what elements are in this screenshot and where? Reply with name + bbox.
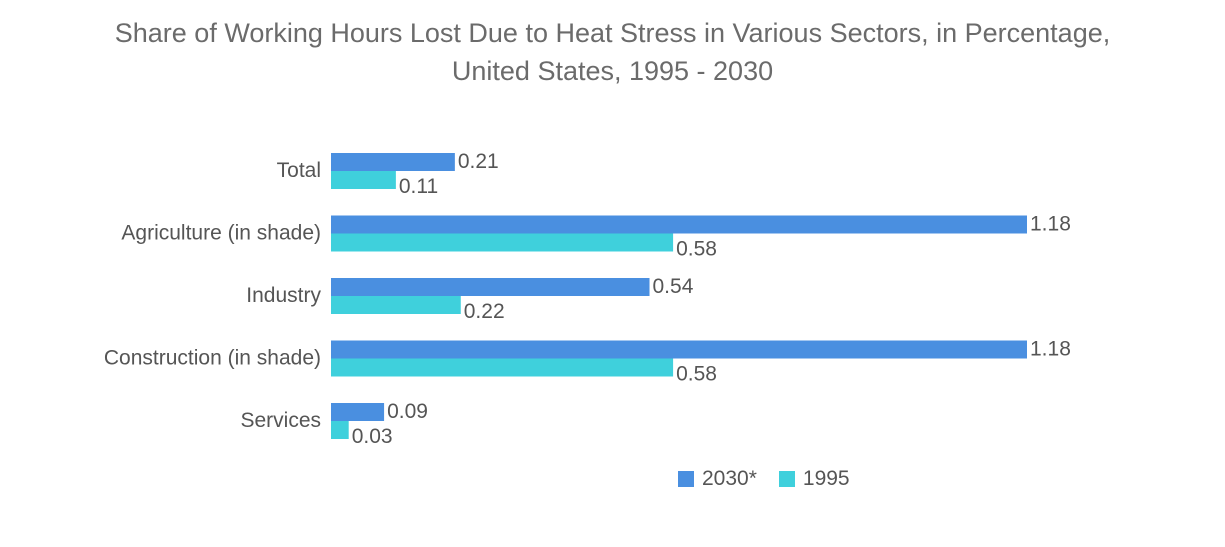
bar-2030-agriculture-in-shade[interactable] [331,215,1027,234]
category-label-construction-in-shade: Construction (in shade) [104,347,321,370]
legend-label-1995: 1995 [802,467,850,490]
legend-swatch-1995 [778,471,795,487]
data-label-1995-services: 0.03 [352,425,393,448]
data-label-1995-industry: 0.22 [464,300,505,323]
legend-swatch-2030 [678,471,694,487]
legend-label-2030: 2030* [702,467,757,490]
data-label-2030-agriculture-in-shade: 1.18 [1030,213,1071,236]
bar-2030-construction-in-shade[interactable] [331,340,1027,359]
data-label-2030-services: 0.09 [387,400,428,423]
chart-title-line-2: United States, 1995 - 2030 [451,56,774,86]
data-label-1995-total: 0.11 [399,175,438,198]
data-label-1995-construction-in-shade: 0.58 [676,363,717,386]
category-label-services: Services [240,409,321,432]
category-label-agriculture-in-shade: Agriculture (in shade) [121,222,321,245]
bar-2030-total[interactable] [331,153,455,171]
category-label-industry: Industry [246,284,321,307]
bar-1995-construction-in-shade[interactable] [331,358,674,377]
legend-item-1995[interactable]: 1995 [778,467,850,491]
bar-1995-industry[interactable] [331,296,461,314]
data-label-2030-industry: 0.54 [653,275,694,298]
bar-2030-services[interactable] [331,403,385,421]
bar-1995-agriculture-in-shade[interactable] [331,233,674,252]
legend-item-2030[interactable]: 2030* [678,467,757,491]
bar-1995-total[interactable] [331,171,396,189]
legend: 2030* 1995 [678,467,872,491]
data-label-2030-total: 0.21 [458,150,499,173]
bar-2030-industry[interactable] [331,278,650,296]
data-label-1995-agriculture-in-shade: 0.58 [676,238,717,261]
chart-title-line-1: Share of Working Hours Lost Due to Heat … [114,18,1111,48]
bar-1995-services[interactable] [331,421,349,439]
chart-title: Share of Working Hours Lost Due to Heat … [0,14,1225,90]
data-label-2030-construction-in-shade: 1.18 [1030,338,1071,361]
category-label-total: Total [277,159,321,182]
